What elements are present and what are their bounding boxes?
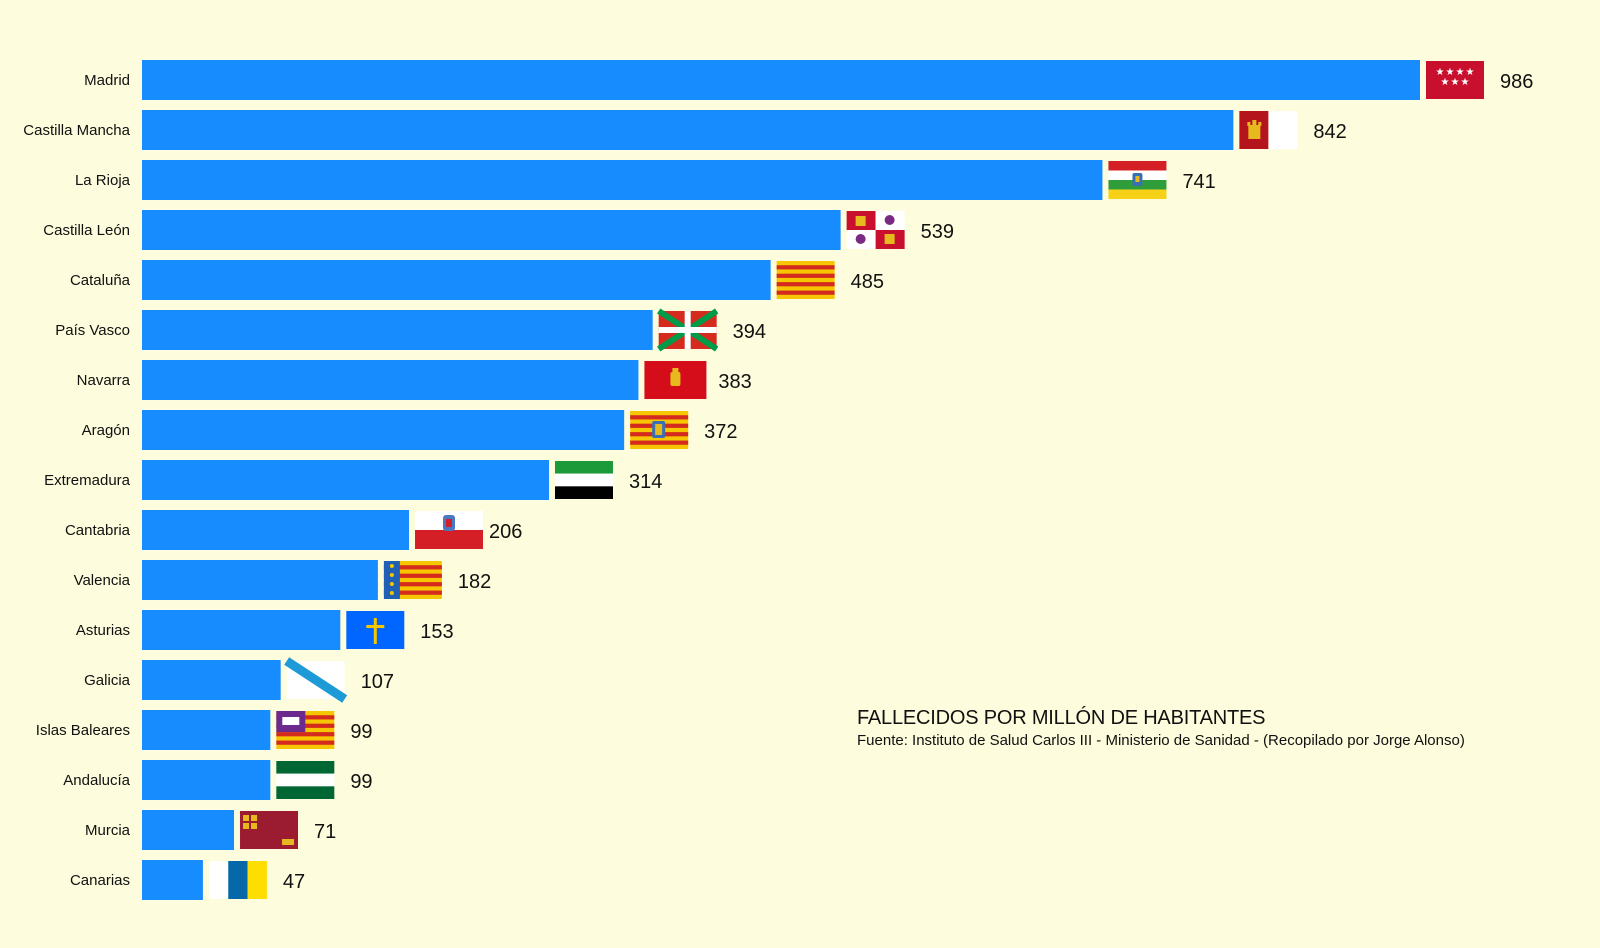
value-label: 99 [350,721,372,743]
category-label: Andalucía [63,772,130,789]
category-label: Cataluña [70,272,131,289]
bar [142,410,625,450]
castilla-la-mancha-flag-icon [1239,111,1298,149]
bar [142,160,1103,200]
value-label: 71 [314,821,336,843]
bar [142,310,653,350]
value-label: 372 [704,421,737,443]
castilla-leon-flag-icon [846,211,905,249]
category-label: Extremadura [44,472,131,489]
value-label: 314 [629,471,662,493]
category-label: País Vasco [55,322,130,339]
chart-title-block: FALLECIDOS POR MILLÓN DE HABITANTES Fuen… [857,706,1465,752]
value-label: 394 [733,321,766,343]
bar [142,560,378,600]
bar [142,210,841,250]
category-label: Navarra [77,372,131,389]
value-label: 47 [283,871,305,893]
value-label: 153 [420,621,453,643]
value-label: 383 [718,371,751,393]
value-label: 182 [458,571,491,593]
bar [142,260,771,300]
andalucia-flag-icon [276,761,335,799]
murcia-flag-icon [240,811,299,849]
bar [142,60,1420,100]
value-label: 986 [1500,71,1533,93]
value-label: 842 [1313,121,1346,143]
category-label: Asturias [76,622,130,639]
category-label: Aragón [82,422,130,439]
navarra-flag-icon [644,361,707,399]
bar [142,610,341,650]
svg-text:★: ★ [1456,67,1465,78]
canarias-flag-icon [208,861,267,899]
la-rioja-flag-icon [1108,161,1167,199]
category-label: Canarias [70,872,130,889]
category-label: Galicia [84,672,131,689]
value-label: 485 [851,271,884,293]
bar [142,110,1234,150]
bar [142,810,235,850]
svg-text:★: ★ [1436,67,1445,78]
value-label: 107 [361,671,394,693]
valencia-flag-icon [383,561,442,599]
chart-subtitle: Fuente: Instituto de Salud Carlos III - … [857,732,1465,749]
value-label: 539 [921,221,954,243]
category-label: Castilla León [43,222,130,239]
bar [142,660,281,700]
bar [142,710,271,750]
category-label: Murcia [85,822,131,839]
svg-text:★: ★ [1461,77,1470,88]
value-label: 741 [1182,171,1215,193]
category-label: Madrid [84,72,130,89]
svg-text:★: ★ [1466,67,1475,78]
bar [142,460,549,500]
svg-text:★: ★ [1446,67,1455,78]
bar [142,510,410,550]
cataluna-flag-icon [776,261,835,299]
cantabria-flag-icon [415,511,484,549]
pais-vasco-flag-icon [657,308,719,352]
aragon-flag-icon [630,411,689,449]
svg-text:★: ★ [1451,77,1460,88]
value-label: 206 [489,521,522,543]
madrid-flag-icon: ★ ★ ★ ★★ ★ ★ [1426,61,1484,99]
value-label: 99 [350,771,372,793]
bar [142,360,639,400]
galicia-flag-icon [284,657,348,703]
category-label: Islas Baleares [36,722,130,739]
bar [142,760,271,800]
svg-text:★: ★ [1441,77,1450,88]
category-label: Cantabria [65,522,131,539]
bar [142,860,203,900]
extremadura-flag-icon [554,461,613,499]
category-label: La Rioja [75,172,131,189]
islas-baleares-flag-icon [276,711,335,749]
asturias-flag-icon [346,611,405,649]
category-label: Valencia [74,572,131,589]
chart-title: FALLECIDOS POR MILLÓN DE HABITANTES [857,707,1266,729]
category-label: Castilla Mancha [23,122,130,139]
